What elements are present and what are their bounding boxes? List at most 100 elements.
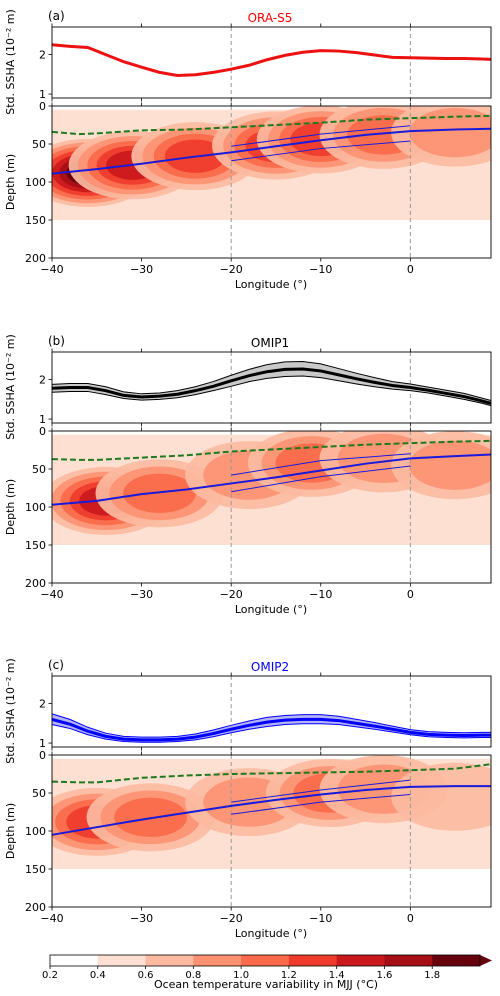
panel-b-ssha-ylabel: Std. SSHA (10⁻² m) <box>4 334 17 440</box>
colorbar-segment <box>336 955 385 966</box>
plot-frame <box>51 754 492 908</box>
panel-b-label: (b) <box>48 334 65 348</box>
thermocline-lower-bound <box>231 140 411 162</box>
thermocline-upper-bound <box>231 453 411 476</box>
thermocline-depth-line <box>51 453 492 506</box>
y-tick-label: 150 <box>25 214 46 227</box>
y-tick-label: 50 <box>32 787 46 800</box>
x-tick-label: −10 <box>309 263 332 276</box>
y-tick-label: 0 <box>39 749 46 762</box>
y-tick-label: 50 <box>32 138 46 151</box>
thermocline-lower-bound <box>231 794 411 815</box>
variability-contour <box>123 473 196 514</box>
plot-frame <box>51 351 492 424</box>
y-tick-label: 100 <box>25 501 46 514</box>
x-tick-label: −30 <box>130 263 153 276</box>
colorbar-tick-label: 1.2 <box>281 970 297 981</box>
thermocline-upper-bound <box>231 125 411 147</box>
y-tick-label: 150 <box>25 863 46 876</box>
ssha-mean-line <box>51 717 491 742</box>
colorbar-segment <box>384 955 433 966</box>
ssha-spread-band <box>52 713 491 743</box>
y-tick-label: 2 <box>39 374 46 387</box>
plot-frame <box>51 675 492 748</box>
panel-c-depth-ylabel: Depth (m) <box>4 803 17 859</box>
panel-b: (b) OMIP1 12 Std. SSHA (10⁻² m) 05010015… <box>4 334 492 616</box>
colorbar-tick-label: 1.4 <box>329 970 345 981</box>
colorbar-tick-label: 0.2 <box>42 970 58 981</box>
colorbar-segment <box>50 955 99 966</box>
colorbar-segment <box>145 955 194 966</box>
plot-frame <box>51 105 492 259</box>
temperature-field <box>52 431 491 583</box>
x-tick-label: −20 <box>220 588 243 601</box>
y-tick-label: 200 <box>25 901 46 914</box>
variability-contour <box>409 440 491 490</box>
colorbar-extend-arrow <box>480 955 492 966</box>
panel-a-label: (a) <box>48 9 65 23</box>
plot-frame <box>51 26 492 99</box>
temperature-section-plot: 0 50 100 150 200−40 −30 −20 −10 0 <box>25 425 492 601</box>
panel-b-title: OMIP1 <box>251 336 289 350</box>
variability-contour <box>391 762 491 831</box>
panel-a-xlabel: Longitude (°) <box>235 278 307 291</box>
x-tick-label: −20 <box>220 263 243 276</box>
panel-b-depth-ylabel: Depth (m) <box>4 479 17 535</box>
colorbar-tick-label: 0.4 <box>90 970 106 981</box>
ssha-plot: 12 <box>39 23 492 102</box>
y-tick-label: 100 <box>25 176 46 189</box>
colorbar-frame <box>49 954 481 967</box>
y-tick-label: 100 <box>25 825 46 838</box>
ssha-lower-bound <box>51 723 491 743</box>
y-tick-label: 200 <box>25 252 46 265</box>
ssha-upper-bound <box>51 713 491 738</box>
y-tick-label: 0 <box>39 425 46 438</box>
x-tick-label: −10 <box>309 912 332 925</box>
y-tick-label: 1 <box>39 737 46 750</box>
colorbar-tick-label: 1.0 <box>233 970 249 981</box>
colorbar-segment <box>97 955 147 966</box>
x-tick-label: 0 <box>407 263 414 276</box>
thermocline-depth-line <box>51 127 492 175</box>
y-tick-label: 1 <box>39 413 46 426</box>
panel-c-label: (c) <box>48 658 64 672</box>
panel-c: (c) OMIP2 12 Std. SSHA (10⁻² m) 05010015… <box>4 658 492 940</box>
ssha-mean-line <box>51 43 492 78</box>
colorbar-segment <box>193 955 242 966</box>
panel-a: (a) ORA-S5 12 Std. SSHA (10⁻² m) 0501001… <box>4 9 492 291</box>
colorbar-segment <box>241 955 290 966</box>
plot-background <box>52 27 491 98</box>
panel-c-ssha-ylabel: Std. SSHA (10⁻² m) <box>4 658 17 764</box>
colorbar-tick-label: 0.6 <box>138 970 154 981</box>
x-tick-label: −40 <box>40 588 63 601</box>
variability-contour <box>409 107 491 158</box>
thermocline-lower-bound <box>231 465 411 493</box>
x-tick-label: −20 <box>220 912 243 925</box>
x-tick-label: −10 <box>309 588 332 601</box>
colorbar-tick-label: 1.8 <box>424 970 440 981</box>
temperature-field <box>52 106 491 258</box>
ssha-lower-bound <box>51 375 492 407</box>
mixed-layer-depth-line <box>51 114 492 136</box>
y-tick-label: 50 <box>32 463 46 476</box>
y-tick-label: 1 <box>39 88 46 101</box>
ssha-plot: 12 <box>39 672 492 751</box>
mixed-layer-depth-line <box>51 439 492 461</box>
x-tick-label: −40 <box>40 912 63 925</box>
thermocline-depth-line <box>51 785 491 836</box>
panel-a-depth-ylabel: Depth (m) <box>4 154 17 210</box>
x-tick-label: −30 <box>130 588 153 601</box>
temperature-field <box>52 755 491 907</box>
plot-frame <box>51 430 492 584</box>
colorbar-segment <box>288 955 338 966</box>
x-tick-label: −40 <box>40 263 63 276</box>
y-tick-label: 150 <box>25 539 46 552</box>
colorbar-tick-label: 0.8 <box>185 970 201 981</box>
ssha-upper-bound <box>51 360 492 402</box>
x-tick-label: 0 <box>407 588 414 601</box>
ssha-mean-line <box>51 367 492 405</box>
ssha-plot: 12 <box>39 348 492 427</box>
temperature-section-plot: 0 50 100 150 200−40 −30 −20 −10 0 <box>25 100 492 276</box>
thermocline-upper-bound <box>231 779 411 803</box>
